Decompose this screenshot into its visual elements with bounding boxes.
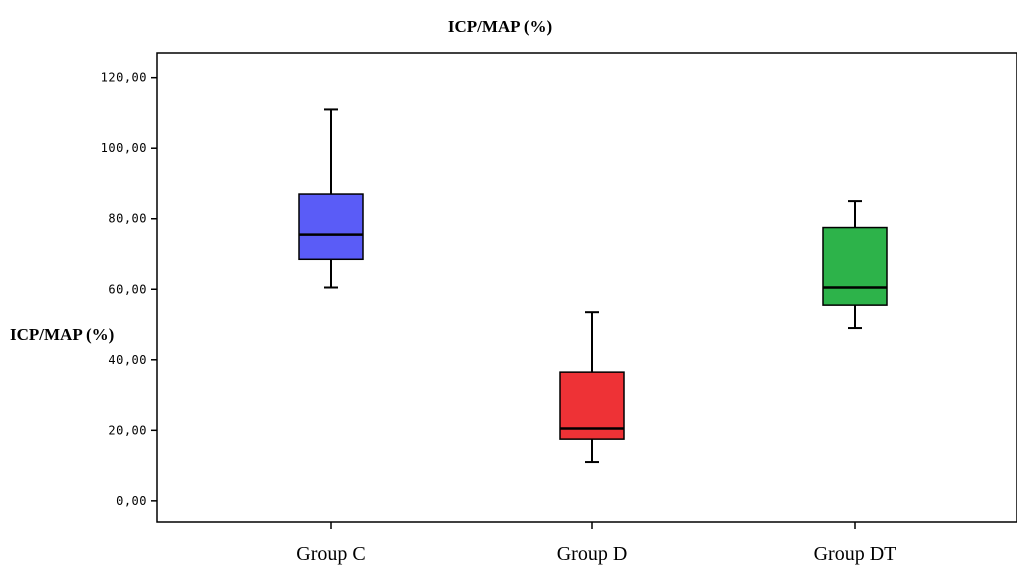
y-axis: 0,00 20,00 40,00 60,00 80,00 100,00 120,00: [101, 71, 157, 508]
box-group-d: [559, 311, 625, 464]
x-tick-label: Group D: [557, 543, 628, 565]
box-group-c: [298, 108, 364, 289]
x-tick-label: Group C: [296, 543, 365, 565]
y-axis-label: ICP/MAP (%): [10, 325, 114, 344]
iqr-box: [298, 193, 364, 261]
box-group-dt: [822, 200, 888, 330]
y-tick-label: 60,00: [108, 282, 147, 296]
x-tick-label: Group DT: [814, 543, 897, 565]
y-tick-label: 80,00: [108, 212, 147, 226]
y-tick-label: 0,00: [116, 494, 147, 508]
plot-frame: [156, 52, 1017, 523]
y-tick-label: 120,00: [101, 71, 147, 85]
y-tick-label: 100,00: [101, 141, 147, 155]
x-axis: Group C Group D Group DT: [296, 522, 896, 565]
y-tick-label: 40,00: [108, 353, 147, 367]
chart-title: ICP/MAP (%): [448, 17, 552, 36]
iqr-box: [822, 226, 888, 306]
y-tick-label: 20,00: [108, 423, 147, 437]
boxes: [298, 108, 888, 464]
